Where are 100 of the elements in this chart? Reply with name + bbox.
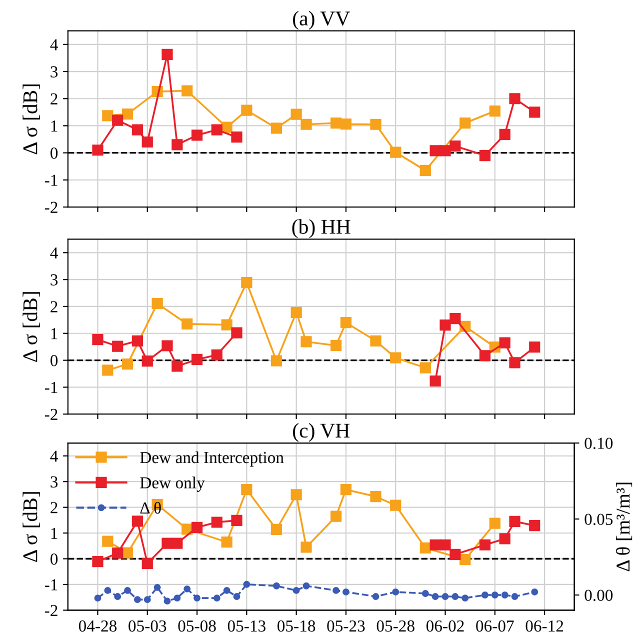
point <box>122 547 134 558</box>
chart-title: (c) VH <box>293 423 350 442</box>
point <box>390 352 402 364</box>
y-tick-label: 0 <box>50 354 58 366</box>
y-axis-title: Δ σ [dB] <box>22 84 40 154</box>
point <box>290 306 302 318</box>
point <box>440 319 451 331</box>
x-tick-label: 05-13 <box>228 620 266 632</box>
point <box>529 342 540 353</box>
point <box>92 556 104 568</box>
point <box>420 164 431 176</box>
point <box>370 490 382 502</box>
point <box>499 337 510 348</box>
point <box>509 93 520 104</box>
point <box>489 518 500 529</box>
point <box>460 554 471 566</box>
point <box>390 146 402 158</box>
legend-label: Dew and Interception <box>140 451 284 467</box>
point <box>270 122 282 134</box>
point <box>182 318 193 330</box>
y-tick-label: 3 <box>50 274 58 286</box>
point <box>460 117 471 129</box>
point <box>102 364 114 376</box>
x-tick-label: 05-03 <box>128 620 166 632</box>
x-tick-label: 05-18 <box>278 620 316 632</box>
point <box>102 110 114 122</box>
point <box>499 533 510 544</box>
y-tick-label: 1 <box>51 120 58 132</box>
point <box>92 334 104 346</box>
y-tick-label: 4 <box>50 247 58 258</box>
y-tick-label: 4 <box>50 39 58 50</box>
point <box>191 522 203 533</box>
point <box>440 145 451 156</box>
point <box>152 298 163 310</box>
point <box>162 340 173 352</box>
point <box>340 317 352 328</box>
point <box>270 355 282 366</box>
point <box>142 558 153 569</box>
point <box>241 484 252 496</box>
point <box>340 484 352 496</box>
point <box>300 118 312 130</box>
x-tick-label: 05-28 <box>376 620 414 632</box>
y-tick-label: 3 <box>50 476 58 488</box>
point <box>92 144 104 156</box>
point <box>132 516 144 527</box>
point <box>509 357 520 368</box>
point <box>270 524 282 535</box>
point <box>290 489 302 500</box>
legend-label: Dew only <box>140 476 205 492</box>
point <box>499 128 510 140</box>
point <box>132 124 144 136</box>
point <box>112 114 124 126</box>
point <box>221 536 232 548</box>
x-tick-label: 06-07 <box>476 620 514 632</box>
x-tick-label: 06-02 <box>426 620 464 632</box>
y-tick-label: 0 <box>50 148 58 159</box>
point <box>330 510 342 522</box>
point <box>142 356 153 367</box>
point <box>172 538 183 549</box>
y-tick-label: 2 <box>50 301 58 312</box>
point <box>370 335 382 346</box>
chart-title: (b) HH <box>292 219 350 238</box>
y-tick-label: -2 <box>44 202 58 213</box>
y-tick-label: 1 <box>51 328 58 340</box>
point <box>450 313 461 324</box>
point <box>112 548 124 559</box>
y-tick-label: 2 <box>50 93 58 104</box>
point <box>370 118 382 130</box>
y-tick-label: -2 <box>44 408 58 420</box>
point <box>300 542 312 553</box>
point <box>330 340 342 352</box>
point <box>172 139 183 150</box>
point <box>211 124 222 136</box>
point <box>162 538 173 549</box>
point <box>479 350 491 362</box>
x-tick-label: 04-28 <box>78 620 117 632</box>
y-tick-label: -2 <box>44 604 58 616</box>
point <box>340 118 352 130</box>
point <box>211 516 222 528</box>
point <box>241 276 252 288</box>
point <box>420 542 431 554</box>
y-tick-label: 1 <box>51 528 58 539</box>
y-tick-label: 2 <box>50 502 58 514</box>
x-tick-label: 05-08 <box>178 620 216 632</box>
y-tick-label: 0 <box>50 553 58 565</box>
y-tick-label: -1 <box>44 579 58 590</box>
y-tick-label: 4 <box>50 450 58 462</box>
point <box>479 150 491 162</box>
y-tick-label: -1 <box>44 174 58 186</box>
y2-tick-label: 0.00 <box>584 590 613 602</box>
point <box>122 358 134 370</box>
point <box>191 130 203 141</box>
point <box>300 336 312 348</box>
point <box>231 132 242 143</box>
point <box>142 136 153 148</box>
y-axis-title: Δ σ [dB] <box>22 492 40 562</box>
point <box>290 108 302 120</box>
chart-title: (a) VV <box>293 10 350 30</box>
point <box>420 362 431 374</box>
point <box>479 539 491 550</box>
